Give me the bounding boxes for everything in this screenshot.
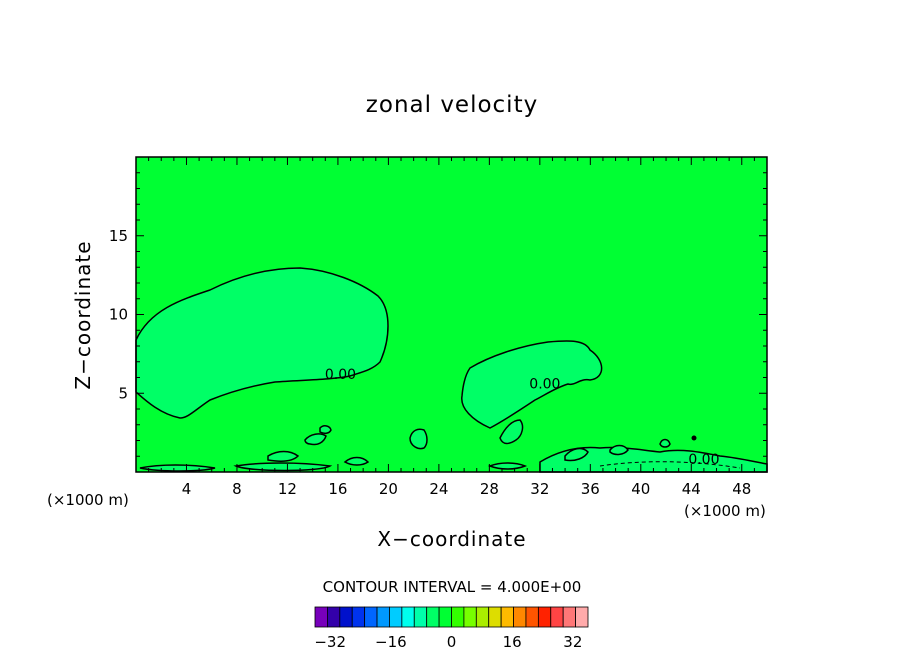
colorbar-swatch (575, 606, 589, 628)
colorbar-swatch (513, 606, 527, 628)
contour-region (135, 267, 389, 419)
colorbar-swatch (537, 606, 552, 628)
colorbar-swatch (475, 606, 490, 628)
contour-region (267, 450, 300, 462)
colorbar-swatch (426, 606, 440, 628)
contour-region (564, 447, 589, 462)
contour-region (461, 340, 603, 429)
contour-region (139, 464, 216, 472)
contour-region (659, 438, 671, 448)
plot-area: 0.00 0.00 0.00 (135, 157, 768, 473)
contour-region (409, 428, 428, 450)
contour-region (487, 462, 528, 470)
x-tick-label: 28 (480, 480, 499, 498)
contour-region (539, 446, 768, 473)
contour-label: 0.00 (325, 367, 356, 383)
colorbar-swatch (525, 606, 539, 628)
contour-line-negative (599, 461, 741, 469)
y-tick-label: 15 (109, 227, 128, 245)
colorbar-tick-label: −32 (314, 633, 346, 651)
chart-title: zonal velocity (366, 92, 538, 118)
colorbar-tick-label: −16 (375, 633, 407, 651)
contour-region (233, 462, 333, 472)
x-axis-label: X−coordinate (377, 527, 526, 551)
contour-label: 0.00 (529, 377, 560, 393)
colorbar-tick-label: 32 (563, 633, 582, 651)
contour-label: 0.00 (688, 452, 719, 468)
x-tick-label: 44 (682, 480, 701, 498)
colorbar-tick-label: 16 (503, 633, 522, 651)
colorbar-swatch (327, 606, 341, 628)
contour-region (609, 444, 629, 456)
colorbar-swatch (550, 606, 564, 628)
x-tick-label: 12 (278, 480, 297, 498)
colorbar-swatch (376, 606, 390, 628)
colorbar-swatch (463, 606, 477, 628)
contour-region (304, 433, 327, 446)
colorbar-swatch (339, 606, 353, 628)
y-tick-label: 5 (118, 384, 128, 402)
colorbar-swatch (451, 606, 465, 628)
x-tick-label: 8 (232, 480, 242, 498)
colorbar-swatch (562, 606, 576, 628)
contour-region (343, 456, 370, 466)
colorbar-swatch (488, 606, 502, 628)
x-tick-label: 48 (732, 480, 751, 498)
colorbar: −32 −16 0 16 32 (314, 606, 589, 651)
x-unit-right: (×1000 m) (684, 502, 766, 520)
colorbar-swatch (413, 606, 428, 628)
x-tick-label: 24 (429, 480, 448, 498)
x-tick-label: 36 (581, 480, 600, 498)
colorbar-swatch (438, 606, 452, 628)
x-tick-label: 4 (182, 480, 192, 498)
y-axis-label: Z−coordinate (71, 240, 95, 389)
x-unit-left: (×1000 m) (47, 491, 129, 509)
colorbar-swatch (500, 606, 514, 628)
y-tick-label: 10 (109, 306, 128, 324)
x-tick-label: 32 (530, 480, 549, 498)
contour-dot (691, 435, 697, 441)
colorbar-swatch (401, 606, 415, 628)
colorbar-swatch (314, 606, 328, 628)
colorbar-tick-label: 0 (447, 633, 457, 651)
contour-region (319, 425, 332, 435)
colorbar-swatch (364, 606, 378, 628)
x-tick-label: 40 (631, 480, 650, 498)
colorbar-swatch (351, 606, 366, 628)
x-tick-label: 20 (379, 480, 398, 498)
contour-region (499, 419, 524, 445)
x-tick-label: 16 (328, 480, 347, 498)
colorbar-swatch (389, 606, 403, 628)
contour-interval-label: CONTOUR INTERVAL = 4.000E+00 (323, 578, 582, 596)
